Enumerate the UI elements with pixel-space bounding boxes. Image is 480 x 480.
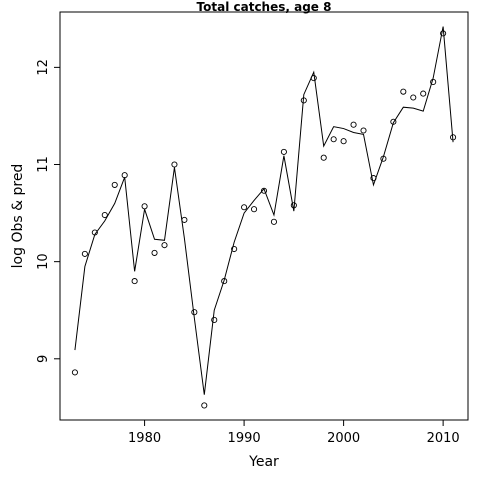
observed-point	[241, 204, 248, 211]
observed-point	[320, 154, 327, 161]
y-axis: 9 10 11 12	[36, 59, 60, 363]
observed-point	[111, 181, 118, 188]
x-tick-label: 2010	[427, 431, 460, 446]
observed-point	[231, 245, 238, 253]
observed-point	[81, 250, 88, 257]
observed-point	[151, 249, 158, 256]
chart-title: Total catches, age 8	[197, 0, 332, 14]
observed-point	[121, 172, 128, 179]
observed-point	[400, 88, 407, 95]
plot-frame	[59, 11, 469, 421]
y-axis-label: log Obs & pred	[10, 164, 26, 269]
observed-point	[420, 90, 427, 97]
y-tick-label: 12	[36, 59, 51, 76]
observed-point	[161, 242, 168, 249]
observed-point	[350, 121, 357, 128]
observed-point	[131, 278, 138, 285]
observed-point	[360, 127, 367, 134]
observed-point	[71, 369, 78, 376]
x-tick-label: 2000	[327, 431, 360, 446]
x-tick-label: 1980	[128, 431, 161, 446]
observed-point	[410, 94, 417, 101]
observed-point	[280, 148, 287, 155]
observed-point	[181, 216, 188, 223]
y-tick-label: 11	[36, 156, 51, 173]
observed-point	[171, 161, 178, 168]
y-tick-label: 9	[36, 355, 51, 363]
predicted-line	[74, 26, 454, 395]
observed-point	[201, 402, 208, 409]
observed-point	[270, 218, 278, 225]
observed-point	[211, 316, 218, 323]
observed-point	[250, 206, 258, 213]
y-tick-label: 10	[36, 253, 51, 270]
observed-point	[141, 203, 148, 210]
observed-point	[101, 211, 108, 219]
observed-point	[340, 138, 347, 145]
x-axis: 1980 1990 2000 2010	[128, 420, 460, 446]
series-layer	[71, 26, 457, 409]
observed-point	[330, 136, 337, 143]
x-axis-label: Year	[248, 454, 279, 470]
x-tick-label: 1990	[228, 431, 261, 446]
